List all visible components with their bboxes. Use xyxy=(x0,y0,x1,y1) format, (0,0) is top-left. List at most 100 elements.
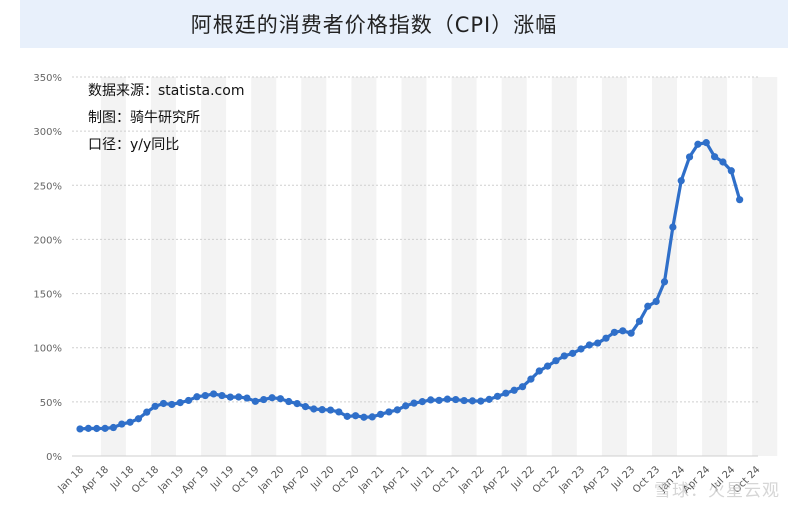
data-point xyxy=(343,412,351,420)
data-point xyxy=(243,394,251,402)
data-point xyxy=(627,329,635,337)
data-point xyxy=(694,140,702,148)
y-tick-label: 0% xyxy=(46,452,62,463)
data-point xyxy=(151,402,159,410)
data-point xyxy=(310,405,318,413)
quarter-band xyxy=(301,77,327,456)
data-point xyxy=(577,345,585,353)
data-point xyxy=(485,395,493,403)
quarter-band xyxy=(752,77,778,456)
data-point xyxy=(652,297,660,306)
data-point xyxy=(168,400,176,409)
quarter-band xyxy=(551,77,577,456)
data-point xyxy=(435,396,443,404)
data-point xyxy=(669,223,677,231)
chart-title: 阿根廷的消费者价格指数（CPI）涨幅 xyxy=(190,13,558,37)
y-tick-label: 50% xyxy=(40,398,62,409)
chart-area: 0% 50% 100% 150% 200% 250% 300% 350% Jan 18 Apr 1… xyxy=(0,48,800,515)
data-point xyxy=(510,386,518,394)
data-point xyxy=(351,412,360,420)
quarter-band xyxy=(451,77,477,456)
data-point xyxy=(594,339,602,347)
data-point xyxy=(318,406,326,414)
data-point xyxy=(385,408,393,416)
data-point xyxy=(427,396,435,404)
x-tick-label: Oct 20 xyxy=(330,464,361,495)
data-point xyxy=(677,177,685,185)
data-point xyxy=(76,425,84,433)
data-point xyxy=(235,393,243,401)
data-point xyxy=(276,395,284,403)
data-point xyxy=(134,415,143,423)
x-tick-label: Oct 19 xyxy=(230,464,261,495)
y-tick-label: 100% xyxy=(33,344,62,355)
data-point xyxy=(143,408,151,416)
data-point xyxy=(418,398,426,406)
data-point xyxy=(251,397,259,405)
data-point xyxy=(402,402,410,410)
data-point xyxy=(460,396,468,405)
x-tick-label: Apr 22 xyxy=(481,464,512,495)
data-point xyxy=(268,394,276,402)
x-tick-label: Apr 23 xyxy=(581,464,612,495)
data-point xyxy=(727,167,735,175)
data-point xyxy=(84,424,92,432)
quarter-band xyxy=(501,77,527,456)
y-tick-label: 200% xyxy=(33,235,62,246)
data-point xyxy=(468,397,477,405)
data-point xyxy=(326,406,335,414)
data-point xyxy=(101,424,109,432)
quarter-band xyxy=(150,77,177,456)
data-point xyxy=(602,334,610,342)
quarter-band xyxy=(702,77,728,456)
data-point xyxy=(285,397,293,406)
data-point xyxy=(226,393,234,401)
data-point xyxy=(218,391,226,400)
chart-notes: 数据来源：statista.com 制图：骑牛研究所 口径：y/y同比 xyxy=(88,78,244,159)
data-point xyxy=(702,139,710,147)
x-tick-label: Apr 20 xyxy=(280,464,311,495)
data-point xyxy=(527,375,535,383)
data-point xyxy=(711,153,719,161)
data-point xyxy=(443,395,451,403)
data-point xyxy=(719,158,727,166)
data-point xyxy=(736,196,744,204)
data-point xyxy=(360,413,368,421)
data-point xyxy=(176,399,184,407)
quarter-band xyxy=(651,77,678,456)
data-point xyxy=(293,399,301,408)
data-point xyxy=(159,399,168,408)
note-author: 制图：骑牛研究所 xyxy=(88,110,200,126)
data-point xyxy=(184,396,193,405)
quarter-band xyxy=(401,77,427,456)
note-source: 数据来源：statista.com xyxy=(88,83,245,99)
y-tick-label: 250% xyxy=(33,181,62,192)
data-point xyxy=(502,389,510,397)
title-bar: 阿根廷的消费者价格指数（CPI）涨幅 xyxy=(20,0,788,48)
data-point xyxy=(560,352,568,360)
data-point xyxy=(685,153,694,161)
data-point xyxy=(335,408,343,416)
data-point xyxy=(201,391,209,400)
data-point xyxy=(377,410,385,418)
data-point xyxy=(493,392,502,400)
watermark: 雪球：火星云观 xyxy=(654,481,780,501)
x-tick-label: Oct 21 xyxy=(431,464,462,495)
data-point xyxy=(518,383,527,391)
data-point xyxy=(477,397,485,405)
quarter-band xyxy=(251,77,277,456)
data-point xyxy=(452,395,460,404)
data-point xyxy=(619,327,627,335)
note-basis: 口径：y/y同比 xyxy=(88,137,180,153)
data-point xyxy=(535,367,543,375)
data-point xyxy=(569,349,577,357)
x-tick-label: Apr 19 xyxy=(180,464,211,495)
data-point xyxy=(368,413,376,421)
data-point xyxy=(109,423,117,432)
x-tick-label: Oct 18 xyxy=(130,464,161,495)
quarter-band xyxy=(601,77,627,456)
y-tick-label: 350% xyxy=(33,73,62,84)
data-point xyxy=(410,399,418,407)
data-point xyxy=(118,420,126,428)
